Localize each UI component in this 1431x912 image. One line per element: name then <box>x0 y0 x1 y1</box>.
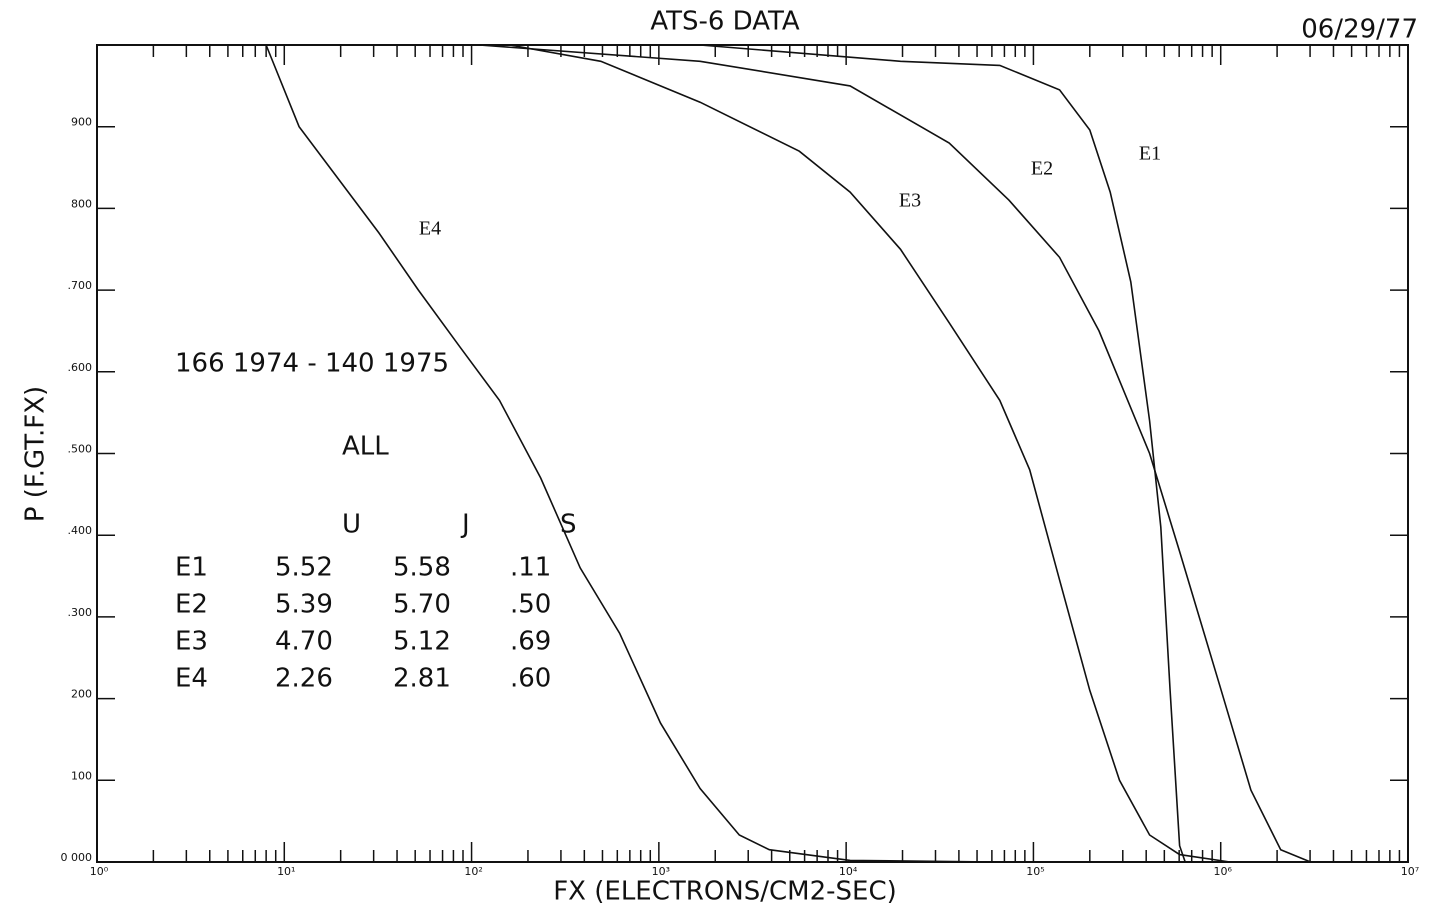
table-cell: .60 <box>510 664 551 694</box>
chart-title: ATS-6 DATA <box>650 7 800 37</box>
table-cell: 5.58 <box>393 553 451 583</box>
plot-frame <box>96 44 1409 863</box>
table-cell: .50 <box>510 590 551 620</box>
x-tick-label: 10³ <box>652 865 670 878</box>
series-line <box>509 44 1231 863</box>
table-cell: E4 <box>175 664 208 694</box>
table-cell: 4.70 <box>275 627 333 657</box>
table-cell: 2.26 <box>275 664 333 694</box>
table-cell: 5.52 <box>275 553 333 583</box>
table-cell: .11 <box>510 553 551 583</box>
table-cell: E2 <box>175 590 208 620</box>
table-header: U <box>342 510 361 540</box>
table-cell: 2.81 <box>393 664 451 694</box>
x-tick-label: 10¹ <box>277 865 295 878</box>
table-cell: 5.12 <box>393 627 451 657</box>
series-line <box>265 44 996 863</box>
y-tick-label: .500 <box>68 443 93 456</box>
series-label: E1 <box>1139 143 1161 165</box>
date: 06/29/77 <box>1301 15 1418 45</box>
y-axis-label: P (F.GT.FX) <box>21 386 51 522</box>
series-line <box>700 44 1186 863</box>
series-label: E4 <box>419 218 441 240</box>
table-header: S <box>560 510 577 540</box>
subset-label: ALL <box>342 432 389 462</box>
x-tick-label: 10⁰ <box>90 865 109 878</box>
table-cell: E1 <box>175 553 208 583</box>
table-cell: 5.70 <box>393 590 451 620</box>
y-tick-label: .400 <box>68 524 93 537</box>
table-cell: .69 <box>510 627 551 657</box>
y-tick-label: .600 <box>68 361 93 374</box>
series-label: E3 <box>899 190 921 212</box>
x-tick-label: 10⁵ <box>1026 865 1044 878</box>
y-tick-label: 800 <box>71 197 92 210</box>
y-tick-label: 100 <box>71 769 92 782</box>
x-tick-label: 10² <box>464 865 482 878</box>
table-cell: 5.39 <box>275 590 333 620</box>
y-tick-label: 0 000 <box>61 851 93 864</box>
y-tick-label: 200 <box>71 688 92 701</box>
series-line <box>479 44 1311 863</box>
table-header: J <box>460 510 470 540</box>
table-cell: E3 <box>175 627 208 657</box>
x-tick-label: 10⁶ <box>1214 865 1233 878</box>
series-label: E2 <box>1031 158 1053 180</box>
x-tick-label: 10⁴ <box>839 865 858 878</box>
y-tick-label: .300 <box>68 606 93 619</box>
annotation: 166 1974 - 140 1975 <box>175 349 449 379</box>
x-tick-label: 10⁷ <box>1401 865 1419 878</box>
y-tick-label: .700 <box>68 279 93 292</box>
y-tick-label: 900 <box>71 116 92 129</box>
x-axis-label: FX (ELECTRONS/CM2-SEC) <box>553 877 897 907</box>
